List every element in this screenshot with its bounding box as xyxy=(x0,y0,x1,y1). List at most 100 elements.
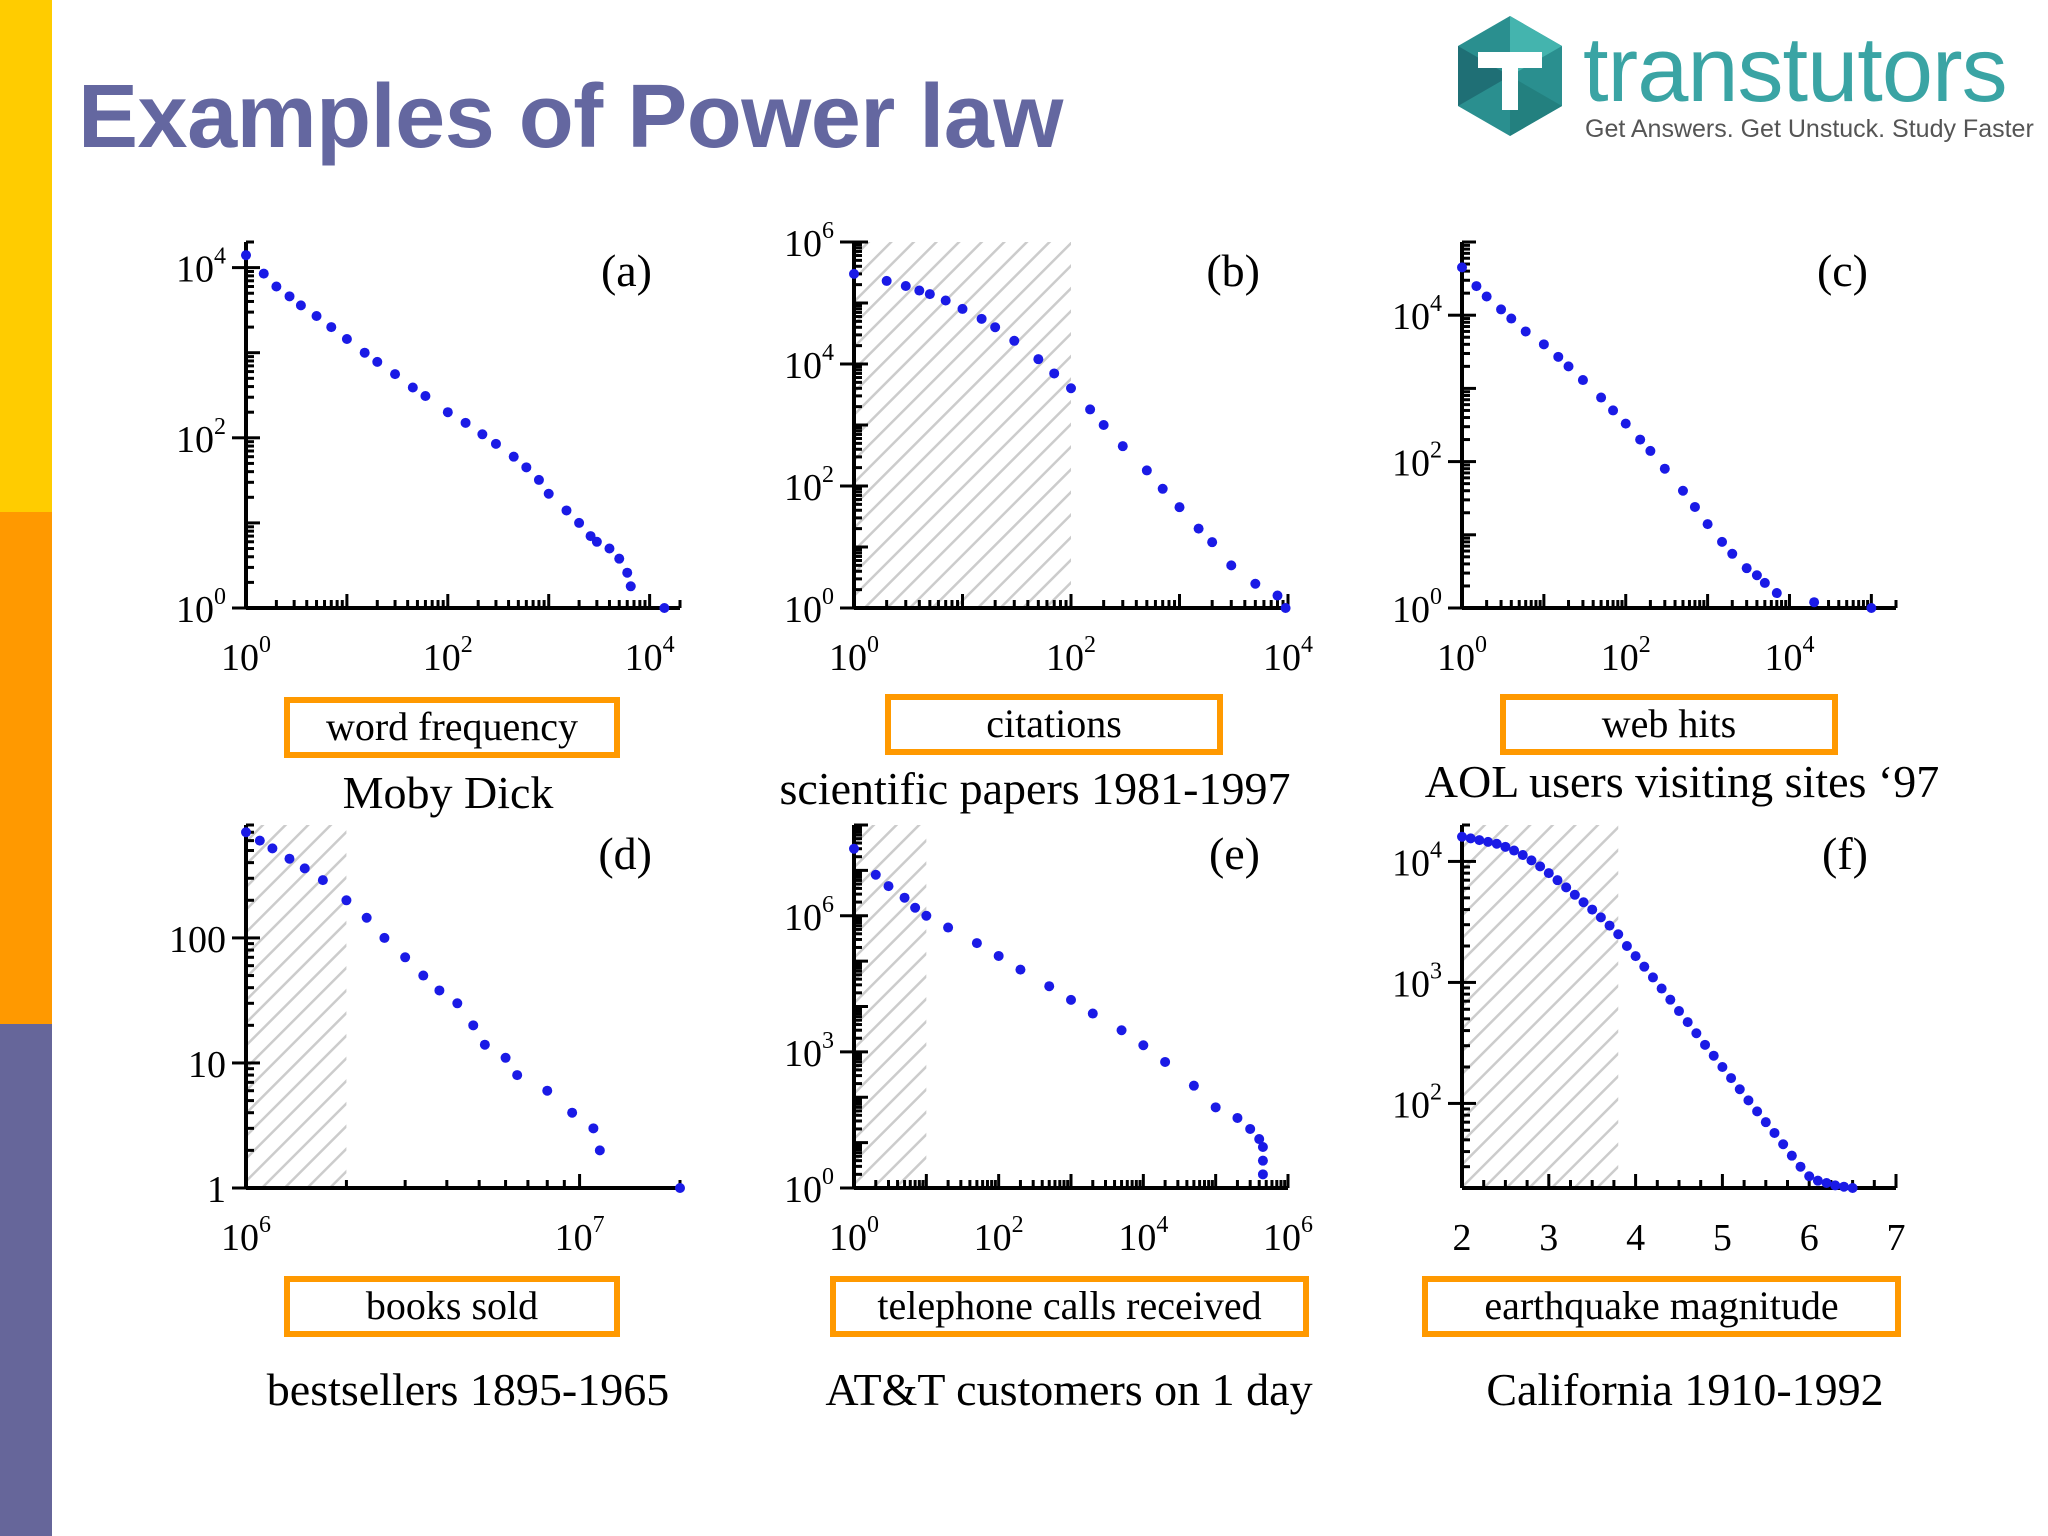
data-point xyxy=(588,1123,599,1134)
data-point xyxy=(1656,983,1667,994)
data-point xyxy=(1543,868,1554,879)
sidebar-segment-purple xyxy=(0,1024,52,1536)
data-point xyxy=(849,843,859,854)
caption-e: AT&T customers on 1 day xyxy=(825,1364,1313,1415)
x-axis-label: telephone calls received xyxy=(877,1283,1261,1328)
data-point xyxy=(1604,920,1615,931)
x-tick-label: 2 xyxy=(1453,1217,1472,1259)
x-tick-label: 100 xyxy=(829,1212,879,1259)
data-point xyxy=(1613,929,1624,940)
x-axis-label: citations xyxy=(986,701,1122,746)
data-point xyxy=(1553,351,1564,362)
chart-panel-b: 100 102 104 100 102 104 106 (b) citations xyxy=(784,218,1313,755)
data-point xyxy=(883,881,894,892)
data-point xyxy=(1821,1177,1832,1188)
data-point xyxy=(543,488,554,499)
data-point xyxy=(1193,523,1204,534)
data-point xyxy=(1830,1180,1841,1191)
data-point xyxy=(1659,463,1670,474)
y-tick-label: 104 xyxy=(1392,291,1442,338)
data-point xyxy=(1272,590,1283,601)
data-point xyxy=(870,869,881,880)
data-point xyxy=(1520,326,1531,337)
data-point xyxy=(1645,445,1656,456)
y-tick-label: 106 xyxy=(784,892,834,939)
data-point xyxy=(326,322,337,333)
data-point xyxy=(1717,536,1728,547)
data-point xyxy=(910,902,921,913)
data-point xyxy=(1500,841,1511,852)
data-point xyxy=(594,1145,605,1156)
data-point xyxy=(1552,875,1563,886)
x-tick-label: 102 xyxy=(423,632,473,679)
caption-a: Moby Dick xyxy=(342,767,554,818)
data-point xyxy=(284,853,295,864)
data-point xyxy=(1535,861,1546,872)
panel-label: (e) xyxy=(1209,828,1260,879)
data-point xyxy=(1752,1106,1763,1117)
data-point xyxy=(1117,441,1128,452)
data-point xyxy=(379,932,390,943)
sidebar-segment-yellow xyxy=(0,0,52,512)
data-point xyxy=(1563,361,1574,372)
data-point xyxy=(1665,994,1676,1005)
y-tick-label: 100 xyxy=(784,1164,834,1211)
data-point xyxy=(1569,889,1580,900)
data-point xyxy=(971,938,982,949)
x-tick-label: 106 xyxy=(221,1212,271,1259)
data-point xyxy=(1700,1039,1711,1050)
data-point xyxy=(400,952,411,963)
data-point xyxy=(1232,1112,1243,1123)
data-point xyxy=(957,303,968,314)
data-point xyxy=(1457,262,1467,273)
data-point xyxy=(1689,501,1700,512)
data-point xyxy=(1734,1084,1745,1095)
data-point xyxy=(921,910,932,921)
x-axis-label: earthquake magnitude xyxy=(1484,1283,1838,1328)
data-point xyxy=(418,970,429,981)
data-point xyxy=(1596,392,1607,403)
caption-d: bestsellers 1895-1965 xyxy=(266,1364,670,1415)
data-point xyxy=(1786,1150,1797,1161)
hexagon-t-logo-icon xyxy=(1458,16,1562,136)
data-point xyxy=(1639,961,1650,972)
data-point xyxy=(1838,1181,1849,1192)
shaded-region xyxy=(854,242,1071,608)
data-point xyxy=(434,985,445,996)
data-point xyxy=(1226,560,1237,571)
xlabel-highlight-box xyxy=(885,694,1223,755)
xlabel-highlight-box xyxy=(830,1276,1309,1337)
data-point xyxy=(299,863,310,874)
data-point xyxy=(614,553,625,564)
data-point xyxy=(1033,354,1044,365)
data-point xyxy=(521,462,532,473)
data-point xyxy=(924,289,935,300)
data-point xyxy=(1621,941,1632,951)
x-tick-label: 5 xyxy=(1713,1217,1732,1259)
data-point xyxy=(1595,912,1606,923)
data-point xyxy=(561,505,572,516)
x-tick-label: 102 xyxy=(974,1212,1024,1259)
data-point xyxy=(849,268,859,279)
y-tick-label: 102 xyxy=(1392,1079,1442,1126)
data-point xyxy=(241,250,251,261)
data-point xyxy=(574,517,585,528)
data-point xyxy=(899,892,910,903)
data-point xyxy=(1647,972,1658,983)
data-point xyxy=(241,827,251,838)
data-point xyxy=(407,382,418,393)
data-point xyxy=(1157,483,1168,494)
x-tick-label: 4 xyxy=(1626,1217,1645,1259)
x-tick-label: 7 xyxy=(1887,1217,1906,1259)
data-point xyxy=(1254,1134,1265,1145)
chart-panel-f: 2 3 4 5 6 7 102 103 104 (f) earthquake magnitude xyxy=(1392,823,1906,1337)
y-tick-label: 102 xyxy=(1392,438,1442,485)
data-point xyxy=(1491,838,1502,849)
data-point xyxy=(1496,304,1507,315)
data-point xyxy=(1188,1080,1199,1091)
xlabel-highlight-box xyxy=(1422,1276,1901,1337)
data-point xyxy=(1098,420,1109,430)
panel-label: (c) xyxy=(1817,245,1868,296)
y-tick-label: 106 xyxy=(784,218,834,265)
data-point xyxy=(659,603,670,613)
